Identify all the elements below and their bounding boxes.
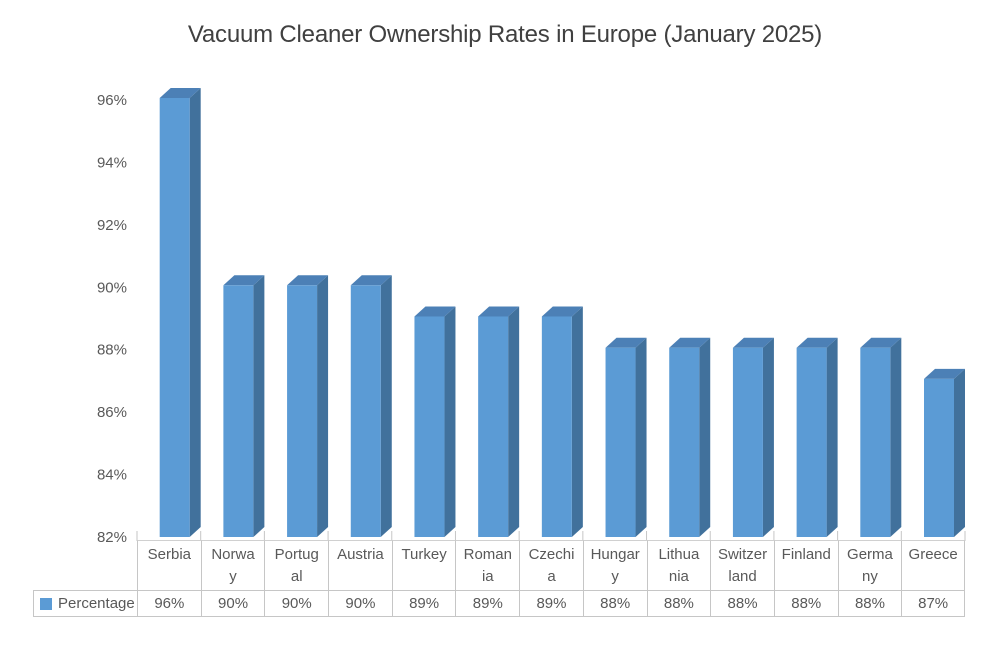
bar-side-turkey (444, 306, 456, 537)
bar-top-austria (350, 275, 392, 286)
table-value-lithuania: 88% (646, 590, 711, 617)
bar-lithuania (669, 347, 700, 537)
bar-side-hungary (635, 337, 647, 537)
table-value-finland: 88% (773, 590, 838, 617)
table-value-germany: 88% (837, 590, 902, 617)
bar-austria (350, 285, 381, 537)
bar-romania (478, 316, 509, 537)
y-axis-label: 96% (97, 92, 127, 109)
bar-side-romania (508, 306, 520, 537)
table-header-czechia: Czechi a (519, 540, 583, 590)
table-corner-cell (33, 540, 137, 590)
bar-side-czechia (571, 306, 583, 537)
y-axis-label: 82% (97, 529, 127, 546)
bar-side-finland (826, 337, 838, 537)
table-header-germany: Germa ny (837, 540, 902, 590)
bar-top-romania (478, 306, 520, 317)
table-header-lithuania: Lithua nia (646, 540, 711, 590)
table-header-portugal: Portug al (264, 540, 329, 590)
bar-hungary (605, 347, 636, 537)
bar-serbia (159, 98, 190, 537)
y-axis-label: 88% (97, 342, 127, 359)
y-axis-label: 84% (97, 467, 127, 484)
table-value-norway: 90% (200, 590, 265, 617)
y-axis-label: 92% (97, 217, 127, 234)
data-table: Serbia Norwa y Portug al Austria Turkey Roman… (33, 540, 965, 617)
bar-side-switzerland (762, 337, 774, 537)
legend-label: Percentage (58, 595, 135, 612)
y-axis-label: 90% (97, 279, 127, 296)
bar-top-czechia (541, 306, 583, 317)
y-axis-label: 86% (97, 404, 127, 421)
bar-finland (796, 347, 827, 537)
bar-top-finland (796, 337, 838, 348)
table-value-hungary: 88% (582, 590, 647, 617)
bar-side-lithuania (699, 337, 711, 537)
legend-cell: Percentage (33, 590, 137, 617)
bar-top-switzerland (732, 337, 774, 348)
table-value-czechia: 89% (519, 590, 583, 617)
bar-top-hungary (605, 337, 647, 348)
bar-norway (223, 285, 254, 537)
bar-top-serbia (159, 88, 201, 98)
bar-top-lithuania (669, 337, 711, 348)
bar-top-germany (860, 337, 902, 348)
table-header-austria: Austria (328, 540, 392, 590)
bar-czechia (541, 316, 572, 537)
bar-top-norway (223, 275, 265, 286)
bar-portugal (287, 285, 318, 537)
table-value-serbia: 96% (137, 590, 201, 617)
chart-title: Vacuum Cleaner Ownership Rates in Europe… (187, 21, 823, 48)
legend-color-swatch (40, 597, 52, 610)
bar-top-turkey (414, 306, 456, 317)
table-value-austria: 90% (328, 590, 392, 617)
table-header-serbia: Serbia (137, 540, 201, 590)
bar-top-greece (924, 368, 965, 379)
bar-turkey (414, 316, 445, 537)
table-header-finland: Finland (773, 540, 838, 590)
bar-side-norway (253, 275, 265, 537)
table-value-turkey: 89% (391, 590, 456, 617)
bar-top-portugal (287, 275, 329, 286)
y-axis-label: 94% (97, 154, 127, 171)
bar-side-greece (954, 368, 965, 537)
bar-greece (924, 378, 954, 537)
table-value-switzerland: 88% (710, 590, 774, 617)
table-header-hungary: Hungar y (582, 540, 647, 590)
bar-side-germany (890, 337, 902, 537)
table-header-turkey: Turkey (391, 540, 456, 590)
table-value-greece: 87% (901, 590, 965, 617)
bar-side-austria (380, 275, 392, 537)
table-header-switzerland: Switzer land (710, 540, 774, 590)
bar-germany (860, 347, 891, 537)
table-header-norway: Norwa y (200, 540, 265, 590)
bar-side-serbia (189, 88, 201, 537)
table-value-portugal: 90% (264, 590, 329, 617)
table-header-greece: Greece (901, 540, 965, 590)
table-value-romania: 89% (455, 590, 520, 617)
bar-switzerland (732, 347, 763, 537)
table-header-romania: Roman ia (455, 540, 520, 590)
bar-side-portugal (317, 275, 329, 537)
